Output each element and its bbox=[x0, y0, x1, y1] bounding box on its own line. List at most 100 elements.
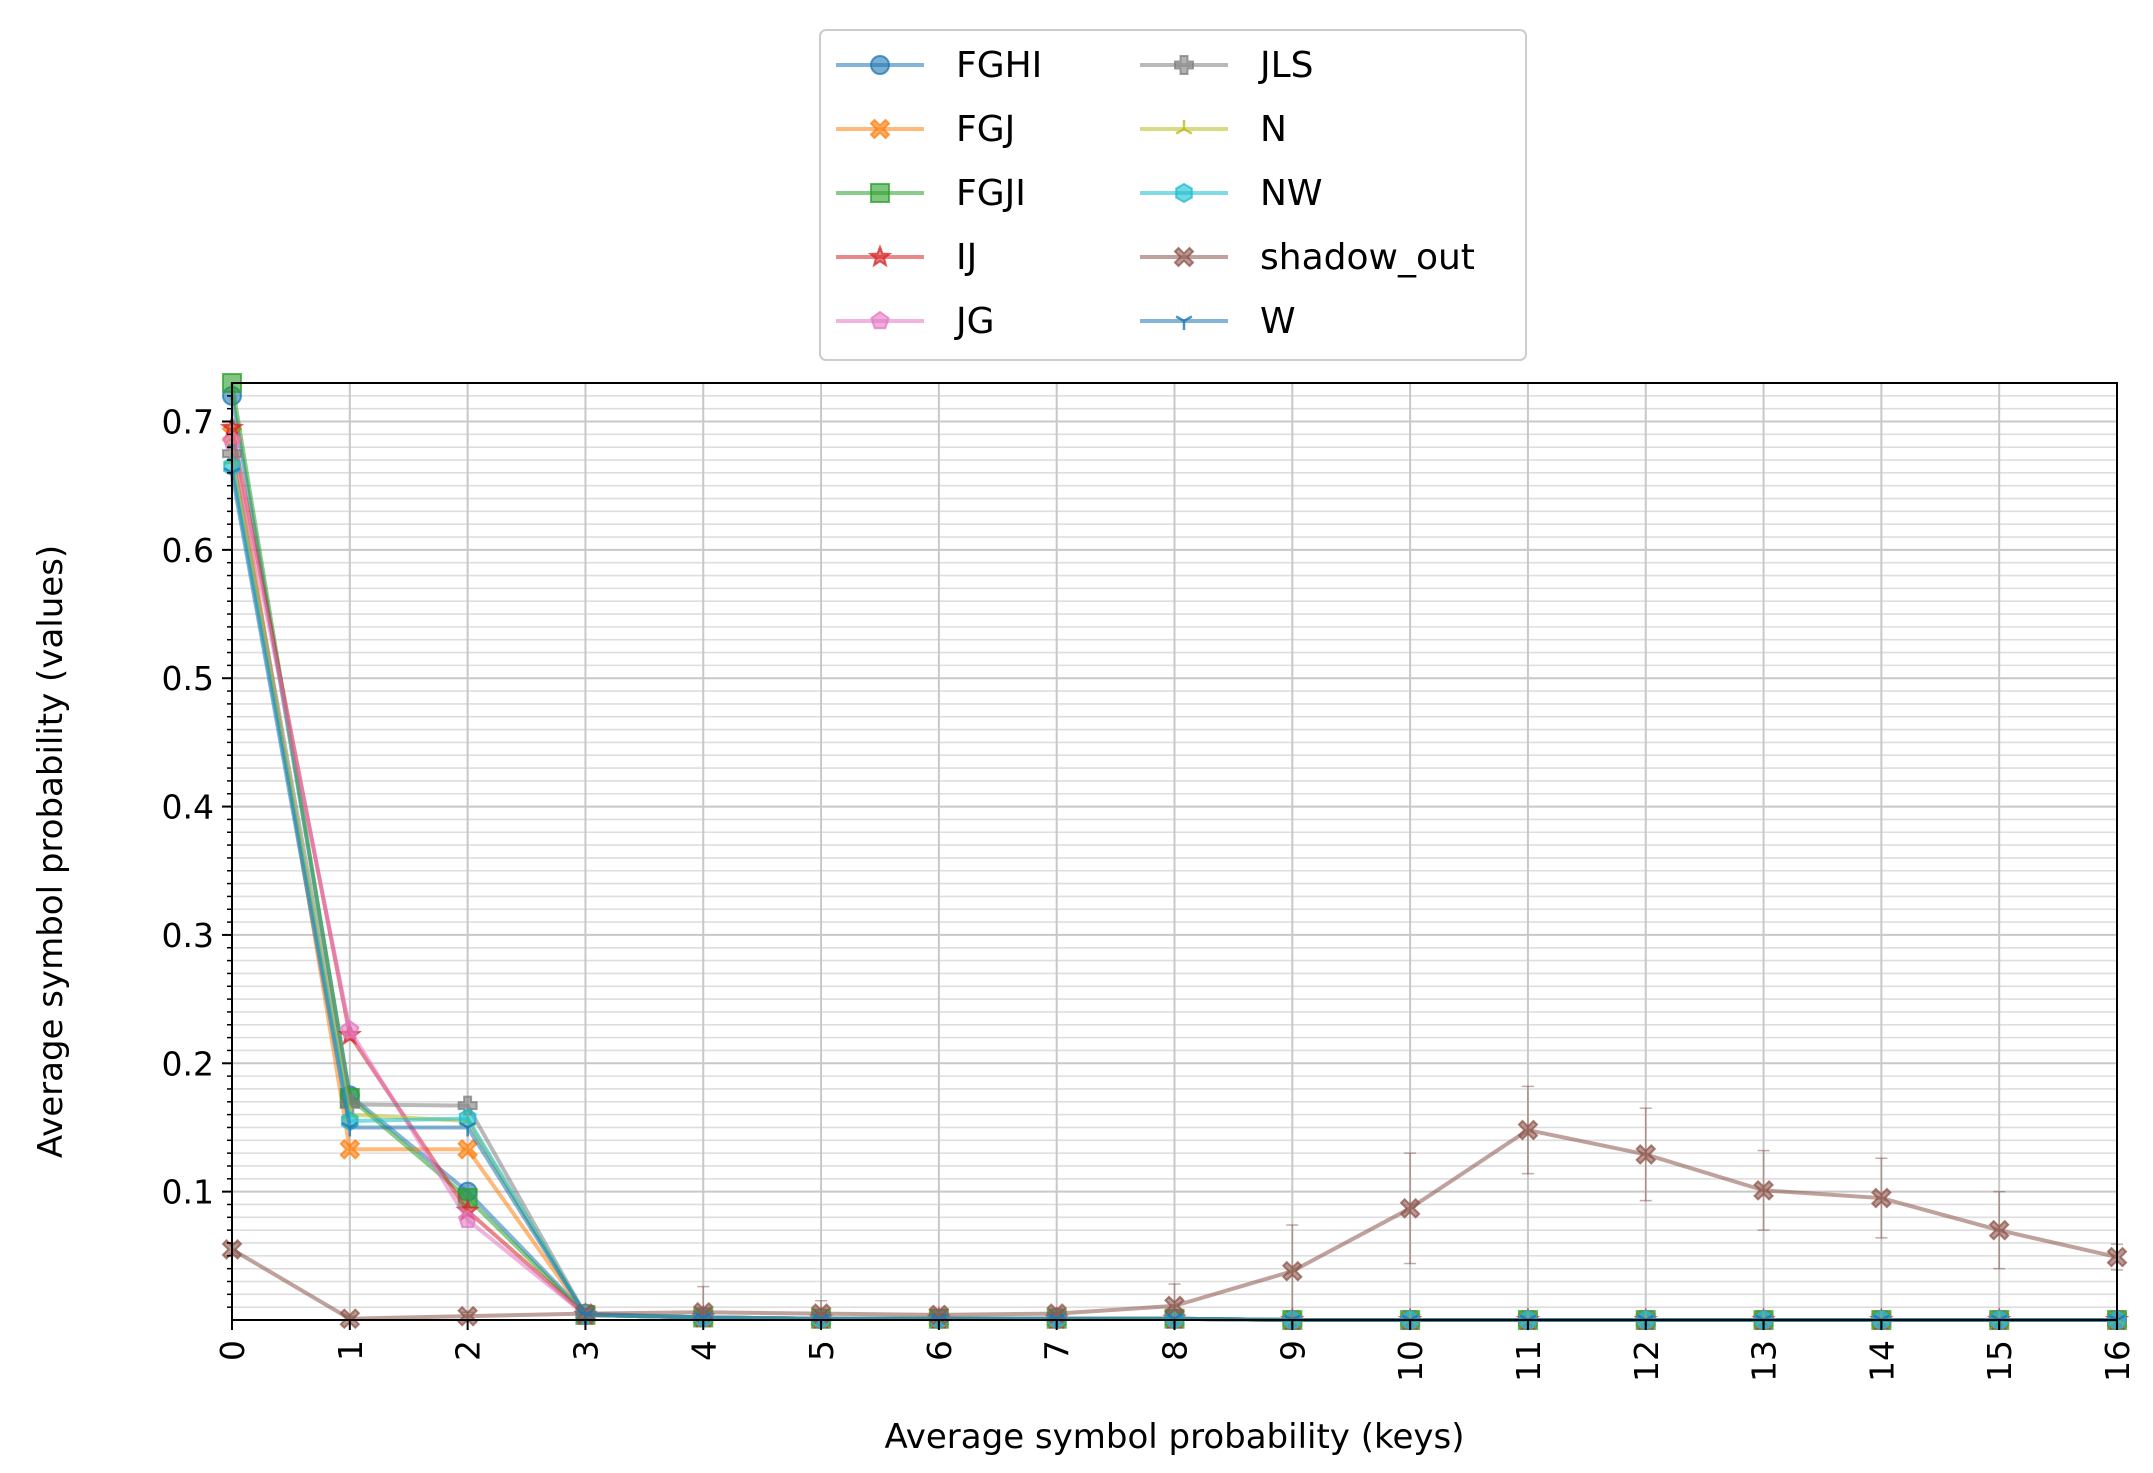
marker-shape bbox=[457, 1138, 479, 1160]
data-point bbox=[1164, 1295, 1185, 1317]
marker-shape bbox=[341, 1121, 351, 1129]
legend-label: JG bbox=[954, 301, 995, 342]
legend-marker bbox=[870, 55, 890, 75]
data-point bbox=[340, 1019, 360, 1039]
marker-shape bbox=[1753, 1179, 1774, 1201]
legend: FGHI FGJ FGJI IJ JG JLS N NW shadow_out W bbox=[819, 29, 1527, 361]
marker-shape bbox=[694, 1311, 704, 1319]
data-point bbox=[1399, 1197, 1421, 1219]
y-tick-label: 0.2 bbox=[162, 1044, 214, 1083]
x-tick-label: 14 bbox=[1862, 1340, 1901, 1382]
marker-shape bbox=[1517, 1119, 1539, 1141]
marker-shape bbox=[1183, 315, 1193, 323]
marker-shape bbox=[1174, 55, 1194, 75]
marker-shape bbox=[870, 183, 890, 203]
y-tick-label: 0.3 bbox=[162, 916, 214, 955]
legend-entry-FGJI: FGJI bbox=[836, 173, 1026, 214]
x-tick-label: 4 bbox=[684, 1340, 723, 1361]
x-axis-label: Average symbol probability (keys) bbox=[885, 1417, 1465, 1457]
y-tick-label: 0.1 bbox=[162, 1173, 214, 1212]
legend-label: JLS bbox=[1258, 45, 1314, 86]
marker-shape bbox=[869, 118, 891, 140]
legend-entry-W: W bbox=[1140, 301, 1296, 342]
marker-shape bbox=[870, 310, 890, 330]
x-tick-label: 2 bbox=[449, 1340, 488, 1361]
data-point bbox=[341, 1121, 359, 1137]
marker-shape bbox=[1164, 1295, 1185, 1317]
y-tick-label: 0.7 bbox=[162, 403, 214, 442]
data-point bbox=[1753, 1179, 1774, 1201]
legend-marker bbox=[1175, 315, 1193, 330]
data-point bbox=[457, 1138, 479, 1160]
legend-label: FGHI bbox=[956, 45, 1042, 86]
legend-label: IJ bbox=[956, 237, 977, 278]
x-tick-label: 0 bbox=[213, 1340, 252, 1361]
marker-shape bbox=[1175, 127, 1185, 135]
legend-label: FGJ bbox=[956, 109, 1015, 150]
marker-shape bbox=[867, 244, 893, 268]
data-point bbox=[339, 1138, 361, 1160]
x-tick-label: 1 bbox=[331, 1340, 370, 1361]
legend-entry-N: N bbox=[1140, 109, 1287, 150]
marker-shape bbox=[930, 1313, 940, 1320]
legend-entry-shadow_out: shadow_out bbox=[1140, 237, 1475, 278]
data-point bbox=[459, 1121, 477, 1137]
legend-marker bbox=[1174, 55, 1194, 75]
marker-shape bbox=[1166, 1313, 1176, 1320]
marker-shape bbox=[339, 1138, 361, 1160]
marker-shape bbox=[938, 1313, 948, 1320]
legend-marker bbox=[870, 310, 890, 330]
data-point bbox=[1988, 1219, 2010, 1241]
x-tick-label: 16 bbox=[2098, 1340, 2137, 1382]
legend-entry-IJ: IJ bbox=[836, 237, 977, 278]
x-tick-label: 5 bbox=[802, 1340, 841, 1361]
x-tick-label: 11 bbox=[1509, 1340, 1548, 1382]
marker-shape bbox=[1870, 1187, 1892, 1209]
marker-shape bbox=[1399, 1197, 1421, 1219]
marker-shape bbox=[457, 1209, 478, 1229]
y-axis-label: Average symbol probability (values) bbox=[31, 545, 71, 1158]
legend-marker bbox=[867, 244, 893, 268]
marker-shape bbox=[1281, 1260, 1303, 1282]
data-point bbox=[1517, 1119, 1539, 1141]
marker-shape bbox=[820, 1313, 830, 1320]
marker-shape bbox=[584, 1309, 594, 1316]
marker-shape bbox=[349, 1121, 359, 1129]
marker-shape bbox=[1056, 1313, 1066, 1320]
legend-label: FGJI bbox=[956, 173, 1026, 214]
marker-shape bbox=[2116, 1314, 2126, 1322]
x-tick-label: 12 bbox=[1627, 1340, 1666, 1382]
marker-shape bbox=[1173, 246, 1195, 268]
marker-shape bbox=[1175, 315, 1185, 323]
data-point bbox=[1281, 1260, 1303, 1282]
marker-shape bbox=[1988, 1219, 2010, 1241]
legend-marker bbox=[1175, 120, 1193, 135]
marker-shape bbox=[231, 467, 241, 474]
legend-label: NW bbox=[1260, 173, 1323, 214]
y-tick-label: 0.6 bbox=[162, 531, 214, 570]
legend-marker bbox=[870, 183, 890, 203]
data-point bbox=[1870, 1187, 1892, 1209]
marker-shape bbox=[1175, 182, 1193, 204]
y-tick-label: 0.4 bbox=[162, 788, 214, 827]
legend-entry-NW: NW bbox=[1140, 173, 1323, 214]
marker-shape bbox=[339, 1308, 361, 1330]
x-tick-label: 7 bbox=[1038, 1340, 1077, 1361]
legend-label: N bbox=[1260, 109, 1287, 150]
data-point bbox=[457, 1209, 478, 1229]
legend-marker bbox=[869, 118, 891, 140]
x-tick-label: 13 bbox=[1745, 1340, 1784, 1382]
legend-label: shadow_out bbox=[1260, 237, 1475, 278]
marker-shape bbox=[467, 1121, 477, 1129]
axes: 0 1 2 3 4 5 6 7 8 9 10 11 12 13 14 15 160.10.20.30.40.50… bbox=[162, 395, 2137, 1382]
x-tick-label: 9 bbox=[1273, 1340, 1312, 1361]
legend-marker bbox=[1173, 246, 1195, 268]
x-tick-label: 15 bbox=[1980, 1340, 2019, 1382]
marker-shape bbox=[340, 1019, 360, 1039]
x-tick-label: 6 bbox=[920, 1340, 959, 1361]
legend-entry-JG: JG bbox=[836, 301, 995, 342]
marker-shape bbox=[1635, 1144, 1657, 1165]
legend-entry-FGJ: FGJ bbox=[836, 109, 1015, 150]
legend-entry-JLS: JLS bbox=[1140, 45, 1314, 86]
